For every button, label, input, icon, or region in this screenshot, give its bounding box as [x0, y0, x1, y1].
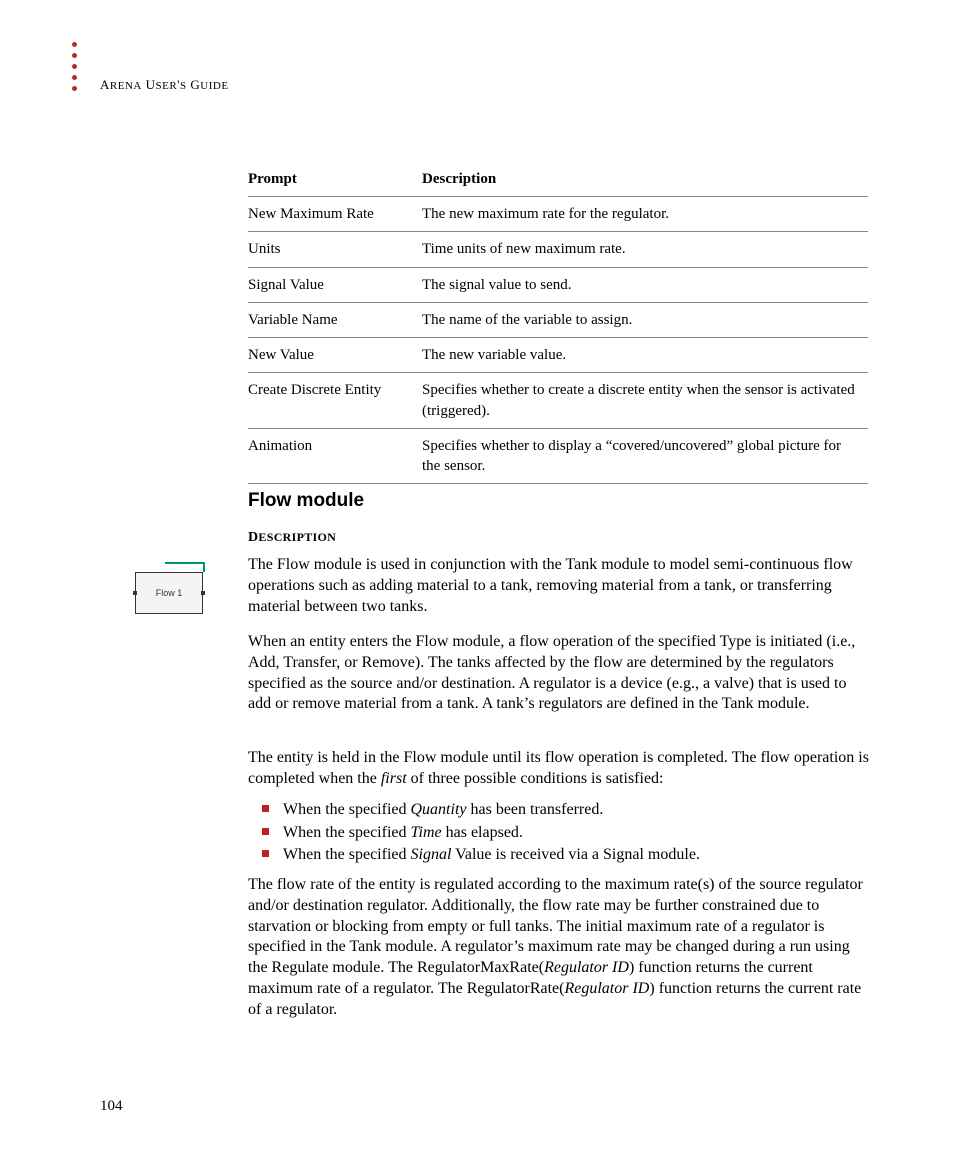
dot-icon — [72, 86, 77, 91]
square-bullet-icon — [262, 850, 269, 857]
paragraph: The flow rate of the entity is regulated… — [248, 875, 872, 1021]
paragraph: The Flow module is used in conjunction w… — [248, 555, 872, 617]
margin-bullets — [72, 42, 77, 91]
prompt-table: Prompt Description New Maximum RateThe n… — [248, 165, 868, 484]
bullet-list: When the specified Quantity has been tra… — [248, 799, 872, 867]
icon-label: Flow 1 — [156, 588, 183, 598]
section-subheading: DESCRIPTION — [248, 530, 336, 546]
running-header: ARENA USER'S GUIDE — [100, 77, 229, 93]
paragraph: The entity is held in the Flow module un… — [248, 748, 872, 790]
dot-icon — [72, 64, 77, 69]
dot-icon — [72, 75, 77, 80]
col-prompt: Prompt — [248, 165, 422, 197]
square-bullet-icon — [262, 805, 269, 812]
col-description: Description — [422, 165, 868, 197]
table-row: AnimationSpecifies whether to display a … — [248, 428, 868, 484]
paragraph: When an entity enters the Flow module, a… — [248, 632, 872, 715]
list-item: When the specified Signal Value is recei… — [248, 844, 872, 866]
table-row: New ValueThe new variable value. — [248, 338, 868, 373]
flow-module-icon: Flow 1 — [135, 562, 205, 614]
table-row: UnitsTime units of new maximum rate. — [248, 232, 868, 267]
list-item: When the specified Quantity has been tra… — [248, 799, 872, 821]
dot-icon — [72, 42, 77, 47]
table-row: Create Discrete EntitySpecifies whether … — [248, 373, 868, 429]
table-row: New Maximum RateThe new maximum rate for… — [248, 197, 868, 232]
section-title: Flow module — [248, 490, 364, 512]
table-row: Signal ValueThe signal value to send. — [248, 267, 868, 302]
square-bullet-icon — [262, 828, 269, 835]
list-item: When the specified Time has elapsed. — [248, 822, 872, 844]
page-number: 104 — [100, 1098, 123, 1115]
dot-icon — [72, 53, 77, 58]
table-row: Variable NameThe name of the variable to… — [248, 302, 868, 337]
page: ARENA USER'S GUIDE Prompt Description Ne… — [0, 0, 954, 1163]
